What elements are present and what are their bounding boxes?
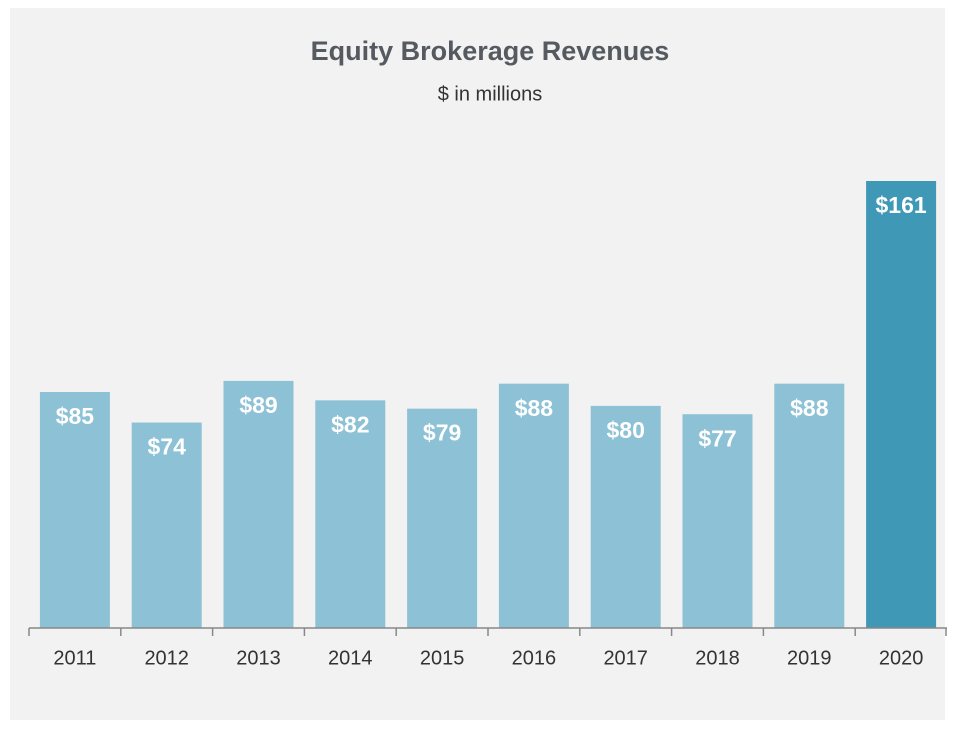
x-tick-label: 2014: [328, 647, 373, 669]
x-tick-label: 2015: [420, 647, 465, 669]
x-tick-label: 2020: [879, 647, 924, 669]
data-label: $88: [790, 395, 829, 421]
x-tick-label: 2011: [53, 647, 96, 669]
x-tick-label: 2018: [695, 647, 740, 669]
data-label: $77: [698, 425, 736, 451]
x-tick-label: 2016: [512, 647, 557, 669]
bar: [498, 383, 569, 628]
bar: [866, 181, 937, 628]
data-label: $161: [876, 192, 927, 218]
data-label: $74: [148, 434, 187, 460]
data-label: $85: [56, 403, 95, 429]
bar: [590, 405, 661, 628]
data-label: $88: [515, 395, 554, 421]
data-label: $80: [607, 417, 645, 443]
x-tick-label: 2019: [787, 647, 832, 669]
bar: [39, 392, 110, 628]
data-label: $82: [331, 411, 369, 437]
bar: [407, 408, 478, 628]
bar: [131, 422, 202, 628]
x-tick-label: 2013: [236, 647, 281, 669]
data-label: $89: [239, 392, 277, 418]
data-label: $79: [423, 420, 461, 446]
chart-title: Equity Brokerage Revenues: [311, 36, 670, 66]
bar: [682, 414, 753, 628]
chart-subtitle: $ in millions: [438, 83, 542, 105]
x-tick-label: 2012: [144, 647, 189, 669]
x-tick-label: 2017: [603, 647, 648, 669]
bar: [315, 400, 386, 628]
bar: [774, 383, 845, 628]
bar: [223, 380, 294, 628]
